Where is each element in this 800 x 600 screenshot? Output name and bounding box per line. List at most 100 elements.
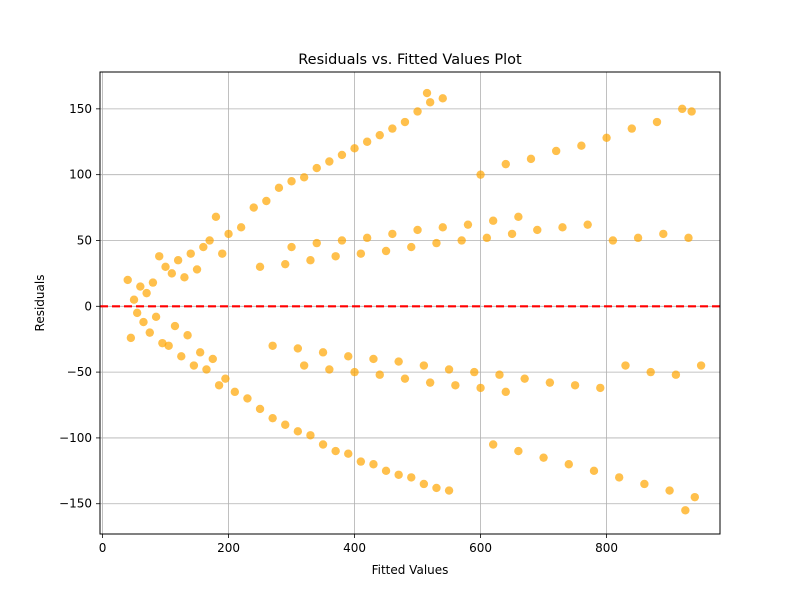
x-tick-label: 0 xyxy=(99,541,107,555)
scatter-point xyxy=(665,486,674,495)
scatter-point xyxy=(495,370,504,379)
scatter-point xyxy=(331,446,340,456)
scatter-point xyxy=(596,383,605,393)
scatter-point xyxy=(526,154,536,164)
scatter-point xyxy=(614,473,624,482)
scatter-point xyxy=(306,431,315,440)
scatter-point xyxy=(142,288,151,298)
scatter-point xyxy=(369,354,378,364)
y-tick-label: 150 xyxy=(69,102,92,116)
scatter-point xyxy=(189,361,199,370)
scatter-point xyxy=(155,252,164,261)
scatter-point xyxy=(514,212,523,221)
scatter-point xyxy=(214,381,224,390)
scatter-point xyxy=(413,107,422,116)
scatter-point xyxy=(167,269,177,278)
scatter-point xyxy=(331,252,340,261)
scatter-point xyxy=(551,146,561,156)
scatter-point xyxy=(299,173,309,182)
scatter-point xyxy=(514,446,523,456)
chart-title: Residuals vs. Fitted Values Plot xyxy=(298,52,522,68)
scatter-point xyxy=(375,130,384,140)
scatter-point xyxy=(602,133,611,143)
scatter-point xyxy=(482,233,492,243)
scatter-point xyxy=(293,344,303,353)
data-points xyxy=(123,88,706,515)
y-tick-label: 100 xyxy=(69,168,92,182)
x-tick-label: 400 xyxy=(343,541,366,555)
scatter-point xyxy=(136,282,145,291)
scatter-point xyxy=(463,220,473,229)
scatter-point xyxy=(589,466,599,476)
scatter-point xyxy=(123,275,132,285)
scatter-point xyxy=(243,394,252,403)
scatter-point xyxy=(177,352,186,361)
scatter-point xyxy=(268,413,277,423)
scatter-point xyxy=(545,378,555,387)
scatter-point xyxy=(444,486,454,495)
scatter-point xyxy=(640,479,649,489)
scatter-point xyxy=(687,107,696,116)
scatter-point xyxy=(476,383,485,393)
scatter-point xyxy=(281,420,290,429)
scatter-point xyxy=(170,321,180,331)
scatter-point xyxy=(312,238,321,248)
scatter-point xyxy=(173,256,183,265)
scatter-point xyxy=(148,278,158,287)
scatter-point xyxy=(337,236,347,245)
scatter-point xyxy=(255,404,265,414)
y-tick-label: 0 xyxy=(84,299,92,313)
scatter-point xyxy=(362,137,372,146)
scatter-point xyxy=(249,203,258,212)
y-axis-label: Residuals xyxy=(33,275,47,332)
x-axis-label: Fitted Values xyxy=(372,563,449,577)
scatter-point xyxy=(132,308,142,318)
scatter-point xyxy=(451,381,460,390)
scatter-point xyxy=(344,449,353,458)
scatter-point xyxy=(659,229,668,239)
scatter-point xyxy=(438,223,447,232)
scatter-point xyxy=(151,312,161,322)
x-tick-label: 800 xyxy=(595,541,618,555)
y-tick-label: −50 xyxy=(67,365,92,379)
scatter-point xyxy=(337,150,347,160)
scatter-point xyxy=(413,225,422,235)
scatter-point xyxy=(299,361,309,370)
scatter-point xyxy=(139,317,148,327)
scatter-point xyxy=(262,196,271,206)
scatter-point xyxy=(205,236,214,245)
scatter-point xyxy=(684,233,693,243)
scatter-point xyxy=(230,387,240,397)
scatter-point xyxy=(558,223,567,232)
scatter-point xyxy=(325,157,334,166)
scatter-point xyxy=(381,466,391,476)
scatter-point xyxy=(312,163,321,173)
scatter-point xyxy=(287,242,296,252)
scatter-point xyxy=(419,479,429,489)
scatter-point xyxy=(470,367,479,377)
x-axis-ticks: 0 200 400 600 800 xyxy=(99,534,618,555)
scatter-point xyxy=(422,88,432,98)
scatter-point xyxy=(425,378,435,387)
scatter-point xyxy=(488,440,498,449)
scatter-point xyxy=(344,352,353,361)
scatter-point xyxy=(362,233,372,243)
scatter-point xyxy=(507,229,517,239)
scatter-point xyxy=(356,457,366,466)
scatter-point xyxy=(400,374,410,383)
scatter-point xyxy=(350,367,359,377)
scatter-point xyxy=(388,124,397,133)
scatter-point xyxy=(281,259,290,269)
scatter-point xyxy=(577,141,586,150)
scatter-point xyxy=(539,453,548,462)
scatter-point xyxy=(306,256,315,265)
scatter-point xyxy=(570,381,580,390)
scatter-point xyxy=(438,94,447,103)
scatter-point xyxy=(671,370,681,379)
scatter-point xyxy=(318,440,328,449)
scatter-point xyxy=(501,159,510,169)
scatter-point xyxy=(381,246,391,256)
scatter-point xyxy=(432,483,441,493)
y-tick-label: 50 xyxy=(77,233,92,247)
